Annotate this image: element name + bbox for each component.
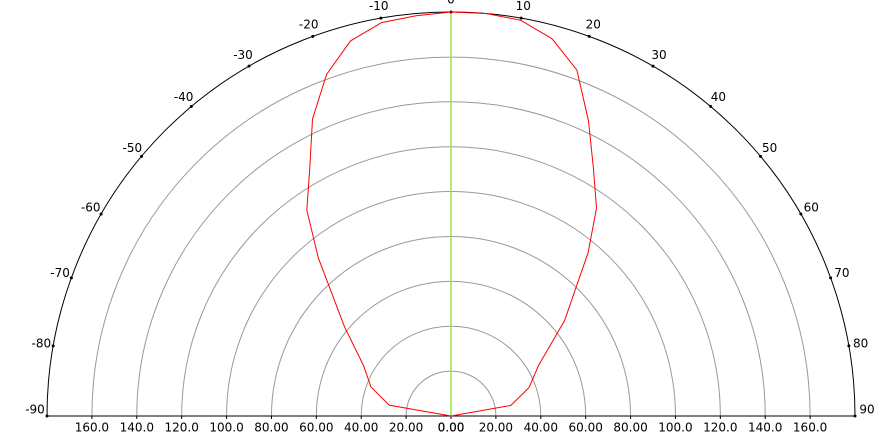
- theta-tick-label: -60: [81, 201, 101, 215]
- r-tick-label: 20.00: [479, 421, 513, 435]
- theta-tick: [847, 344, 851, 348]
- theta-tick-label: 40: [711, 90, 726, 104]
- theta-tick: [69, 276, 73, 280]
- r-tick-label: 160.0: [793, 421, 827, 435]
- theta-tick-label: -50: [123, 141, 143, 155]
- r-tick-label: 120.0: [703, 421, 737, 435]
- theta-tick: [247, 64, 251, 68]
- theta-tick: [99, 212, 103, 216]
- theta-tick: [51, 344, 55, 348]
- theta-tick-label: 30: [651, 48, 666, 62]
- pattern-curve: [306, 11, 598, 417]
- theta-tick-label: -20: [299, 18, 319, 32]
- r-tick-label: 80.00: [613, 421, 647, 435]
- theta-tick-label: -10: [369, 0, 389, 13]
- theta-tick-label: 20: [586, 18, 601, 32]
- r-tick-label: 0.00: [438, 421, 465, 435]
- theta-tick-label: -80: [32, 336, 52, 350]
- r-tick-label: 140.0: [120, 421, 154, 435]
- theta-tick: [519, 16, 523, 20]
- theta-tick: [709, 105, 713, 109]
- r-tick-label: 60.00: [568, 421, 602, 435]
- r-tick-label: 20.00: [389, 421, 423, 435]
- r-tick-label: 40.00: [524, 421, 558, 435]
- r-tick-label: 120.0: [164, 421, 198, 435]
- theta-tick: [311, 34, 315, 38]
- theta-tick: [587, 34, 591, 38]
- theta-tick: [853, 414, 857, 418]
- r-tick-label: 100.0: [209, 421, 243, 435]
- theta-tick: [379, 16, 383, 20]
- theta-tick-label: 10: [516, 0, 531, 13]
- theta-tick: [140, 154, 144, 158]
- r-tick-label: 160.0: [75, 421, 109, 435]
- theta-tick-label: 50: [762, 141, 777, 155]
- r-tick-label: 40.00: [344, 421, 378, 435]
- theta-tick: [829, 276, 833, 280]
- r-tick-label: 0.00: [438, 421, 465, 435]
- theta-tick: [799, 212, 803, 216]
- theta-tick-label: 80: [853, 336, 868, 350]
- r-tick-label: 140.0: [748, 421, 782, 435]
- theta-tick-label: 70: [834, 266, 849, 280]
- theta-tick-label: -40: [174, 90, 194, 104]
- theta-tick-label: 90: [859, 403, 874, 417]
- theta-tick-label: -90: [25, 403, 45, 417]
- theta-tick-label: 60: [804, 201, 819, 215]
- theta-tick-label: -70: [50, 266, 70, 280]
- r-tick-label: 100.0: [658, 421, 692, 435]
- theta-tick: [45, 414, 49, 418]
- theta-tick: [189, 105, 193, 109]
- r-tick-label: 80.00: [254, 421, 288, 435]
- theta-tick: [758, 154, 762, 158]
- r-tick-label: 60.00: [299, 421, 333, 435]
- theta-tick-label: 0: [447, 0, 455, 7]
- theta-tick: [651, 64, 655, 68]
- theta-tick-label: -30: [233, 48, 253, 62]
